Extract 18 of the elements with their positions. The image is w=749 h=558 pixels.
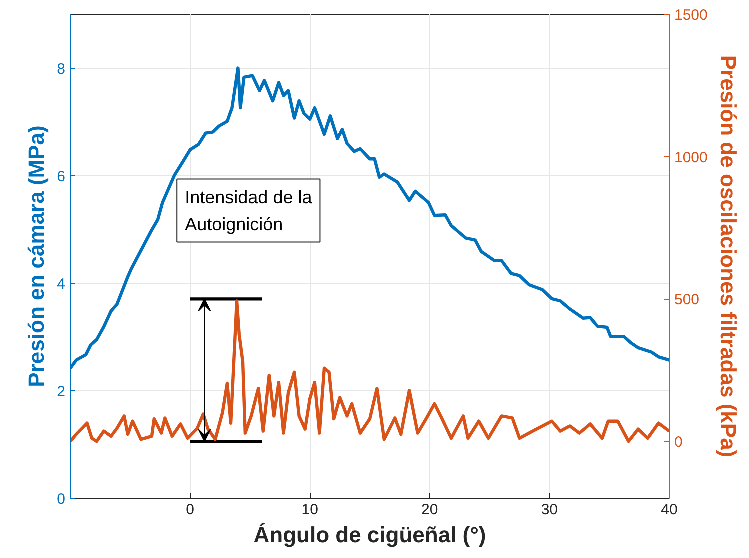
x-tick-label: 20 xyxy=(422,502,438,518)
x-tick-label: 30 xyxy=(541,502,558,518)
y2-axis-title: Presión de oscilaciones filtradas (kPa) xyxy=(716,55,741,458)
y2-tick-label: 1000 xyxy=(674,149,708,166)
x-tick-label: 40 xyxy=(661,502,678,518)
x-axis-title: Ángulo de cigüeñal (°) xyxy=(254,522,486,548)
y2-tick-label: 500 xyxy=(674,292,700,309)
y-tick-label: 0 xyxy=(57,491,66,508)
y-tick-label: 2 xyxy=(57,383,66,400)
y-tick-label: 6 xyxy=(57,168,66,186)
y-tick-label: 8 xyxy=(57,60,66,78)
y2-tick-label: 0 xyxy=(674,434,683,452)
y-tick-label: 4 xyxy=(57,276,66,293)
x-tick-label: 10 xyxy=(302,502,318,518)
y2-tick-label: 1500 xyxy=(674,7,708,24)
y-axis-title: Presión en cámara (MPa) xyxy=(24,126,50,388)
annotation: Intensidad de la Autoignición xyxy=(185,187,314,234)
x-tick-label: 0 xyxy=(186,502,194,518)
